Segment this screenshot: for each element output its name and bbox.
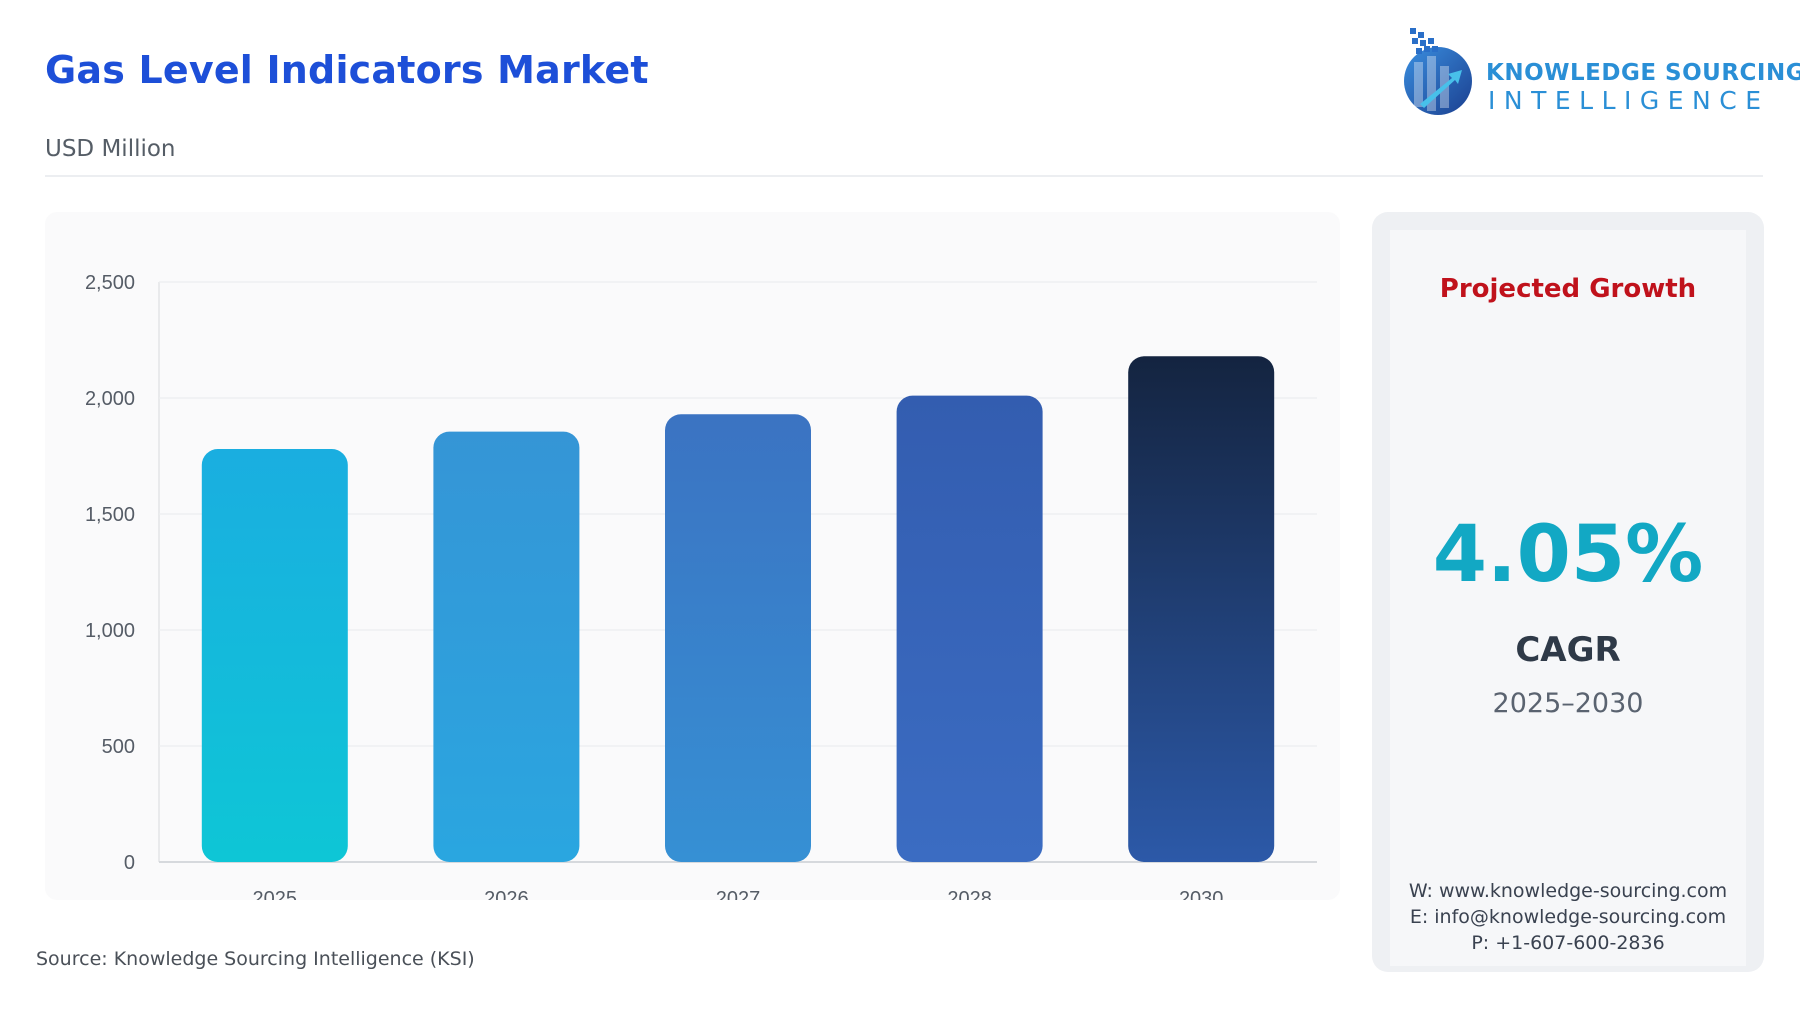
- logo-text-line1: KNOWLEDGE SOURCING: [1486, 60, 1800, 86]
- projected-growth-title: Projected Growth: [1439, 274, 1697, 304]
- y-tick-label: 1,500: [85, 504, 135, 526]
- bar-2026: [433, 431, 580, 862]
- logo-text-line2: INTELLIGENCE: [1488, 86, 1770, 115]
- x-tick-label: 2027: [716, 888, 761, 900]
- y-tick-label: 1,000: [85, 620, 135, 642]
- company-logo: KNOWLEDGE SOURCING INTELLIGENCE: [1400, 26, 1800, 121]
- y-tick-label: 2,500: [85, 272, 135, 294]
- header-divider: [45, 175, 1763, 177]
- unit-subtitle: USD Million: [45, 136, 176, 162]
- y-tick-label: 0: [124, 852, 135, 874]
- source-note: Source: Knowledge Sourcing Intelligence …: [36, 948, 475, 970]
- projected-growth-card: Projected Growth 4.05% CAGR 2025–2030 W:…: [1372, 212, 1764, 972]
- projected-growth-inner: Projected Growth 4.05% CAGR 2025–2030 W:…: [1390, 230, 1746, 966]
- y-tick-label: 2,000: [85, 388, 135, 410]
- contact-website: W: www.knowledge-sourcing.com: [1408, 880, 1728, 902]
- page-title: Gas Level Indicators Market: [45, 48, 649, 92]
- bar-2027: [665, 414, 811, 862]
- contact-phone: P: +1-607-600-2836: [1471, 932, 1665, 954]
- bar-2025: [201, 449, 348, 862]
- x-tick-label: 2026: [484, 888, 529, 900]
- contact-email: E: info@knowledge-sourcing.com: [1409, 906, 1727, 928]
- cagr-value: 4.05%: [1432, 510, 1704, 600]
- bar-chart: 0 500 1,000 1,500 2,000 2,500 2025 2026 2027 2028…: [85, 272, 1317, 900]
- bar-2028: [896, 395, 1043, 862]
- x-tick-label: 2025: [253, 888, 298, 900]
- cagr-period: 2025–2030: [1492, 688, 1644, 719]
- x-tick-label: 2028: [947, 888, 992, 900]
- bar-2030: [1128, 356, 1275, 862]
- y-tick-label: 500: [102, 736, 135, 758]
- chart-panel: 0 500 1,000 1,500 2,000 2,500 2025 2026 2027 2028…: [45, 212, 1340, 900]
- cagr-label: CAGR: [1515, 630, 1621, 670]
- x-tick-label: 2030: [1179, 888, 1224, 900]
- ksi-logo-icon: [1404, 28, 1472, 115]
